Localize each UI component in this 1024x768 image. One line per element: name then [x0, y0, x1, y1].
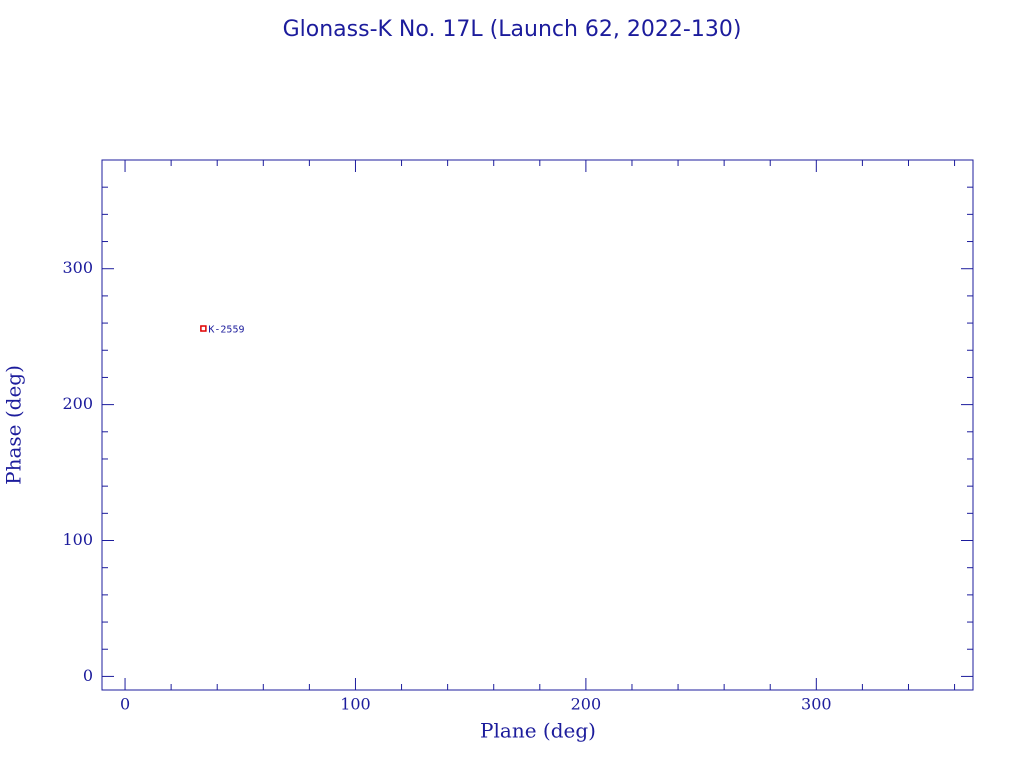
- x-tick-label: 100: [340, 695, 371, 714]
- x-axis-label: Plane (deg): [480, 719, 596, 743]
- y-tick-label: 100: [62, 530, 93, 549]
- y-tick-label: 200: [62, 394, 93, 413]
- x-tick-label: 200: [571, 695, 602, 714]
- x-tick-label: 300: [801, 695, 832, 714]
- y-tick-label: 0: [83, 666, 93, 685]
- chart-title: Glonass-K No. 17L (Launch 62, 2022-130): [283, 17, 742, 42]
- x-tick-label: 0: [120, 695, 130, 714]
- y-tick-label: 300: [62, 258, 93, 277]
- point-label: K-2559: [208, 325, 244, 336]
- y-axis-label: Phase (deg): [2, 365, 26, 485]
- plot-frame: [101, 159, 974, 691]
- point: [200, 325, 207, 332]
